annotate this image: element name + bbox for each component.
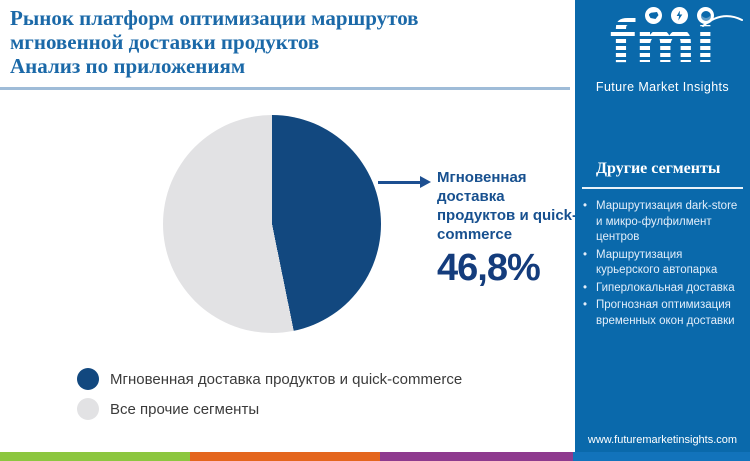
footer-stripe-orange bbox=[190, 452, 380, 461]
footer-stripe-purple bbox=[380, 452, 573, 461]
other-segments-list: Маршрутизация dark-store и микро-фулфилм… bbox=[583, 199, 738, 329]
list-item-courier-fleet: Маршрутизация курьерского автопарка bbox=[583, 248, 738, 279]
page-title: Рынок платформ оптимизации маршрутов мгн… bbox=[10, 6, 570, 78]
footer-stripe-blue bbox=[573, 452, 750, 461]
pie-callout: Мгновенная доставка продуктов и quick-co… bbox=[437, 168, 587, 288]
list-item-darkstore: Маршрутизация dark-store и микро-фулфилм… bbox=[583, 199, 738, 246]
legend-item-instant-delivery: Мгновенная доставка продуктов и quick-co… bbox=[77, 364, 462, 394]
callout-arrow-head-icon bbox=[420, 176, 431, 188]
footer-stripes bbox=[0, 452, 750, 461]
footer-stripe-green bbox=[0, 452, 190, 461]
logo-icon-row bbox=[645, 7, 714, 24]
map-icon bbox=[645, 7, 662, 24]
sidebar-heading-divider bbox=[582, 187, 743, 189]
legend-item-other-segments: Все прочие сегменты bbox=[77, 394, 462, 424]
fmi-logo: fmi bbox=[575, 4, 750, 80]
callout-label: Мгновенная доставка продуктов и quick-co… bbox=[437, 169, 578, 243]
list-item-hyperlocal: Гиперлокальная доставка bbox=[583, 281, 738, 297]
legend-label-instant-delivery: Мгновенная доставка продуктов и quick-co… bbox=[110, 370, 463, 388]
swoosh-icon bbox=[702, 15, 743, 27]
legend: Мгновенная доставка продуктов и quick-co… bbox=[77, 364, 462, 424]
bolt-icon bbox=[671, 7, 688, 24]
title-line-1: Рынок платформ оптимизации маршрутов bbox=[10, 6, 419, 30]
website-link[interactable]: www.futuremarketinsights.com bbox=[587, 434, 738, 446]
title-line-3: Анализ по приложениям bbox=[10, 54, 246, 78]
chart-area: Рынок платформ оптимизации маршрутов мгн… bbox=[0, 6, 577, 424]
legend-swatch-other-segments bbox=[77, 398, 99, 420]
pie-chart bbox=[163, 115, 381, 333]
sidebar: fmi Future Market Insights Другие сегмен… bbox=[575, 0, 750, 461]
fmi-tagline: Future Market Insights bbox=[595, 80, 730, 94]
title-line-2: мгновенной доставки продуктов bbox=[10, 30, 320, 54]
legend-swatch-instant-delivery bbox=[77, 368, 99, 390]
legend-label-other-segments: Все прочие сегменты bbox=[110, 400, 260, 418]
globe-icon bbox=[697, 7, 714, 24]
list-item-predictive-windows: Прогнозная оптимизация временных окон до… bbox=[583, 298, 738, 329]
callout-arrow-line bbox=[378, 181, 422, 184]
title-underline bbox=[0, 87, 570, 90]
sidebar-heading: Другие сегменты bbox=[596, 160, 721, 177]
callout-value: 46,8% bbox=[437, 247, 541, 289]
